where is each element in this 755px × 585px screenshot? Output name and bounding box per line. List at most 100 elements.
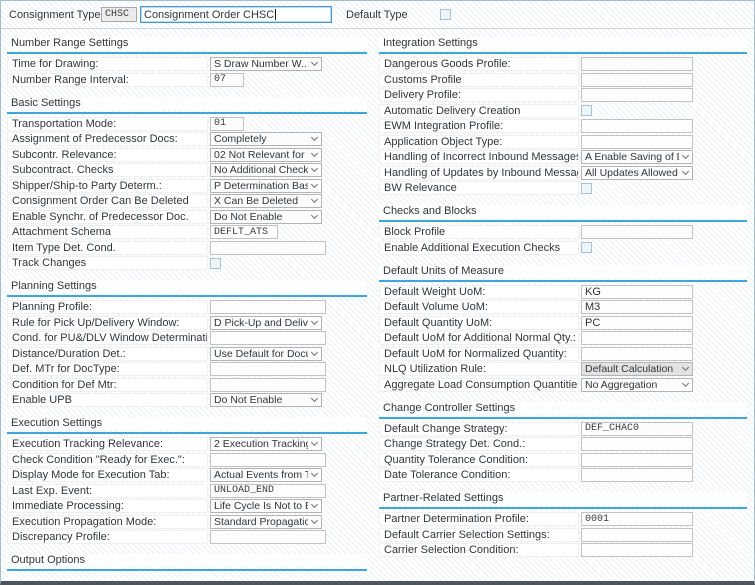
attachment-schema-input[interactable] [210, 225, 278, 239]
rule-for-pick-up-delivery-window-select[interactable]: D Pick-Up and Delivery E.. [210, 315, 322, 330]
block-profile-input[interactable] [581, 225, 693, 239]
execution-tracking-relevance-select[interactable]: 2 Execution Tracking [210, 437, 322, 451]
number-range-interval-input[interactable] [210, 72, 244, 87]
section-number-range-settings: Number Range Settings Time for Drawing: S … [7, 37, 367, 87]
ewm-integration-profile-input[interactable] [581, 119, 693, 133]
left-column: Number Range Settings Time for Drawing: S … [7, 37, 367, 581]
dangerous-goods-profile-label: Dangerous Goods Profile: [379, 57, 579, 71]
default-uom-for-additional-normal-qty-input[interactable] [581, 331, 693, 345]
consignment-order-can-be-deleted-selected-value: X Can Be Deleted [214, 195, 299, 207]
planning-settings-rule [7, 295, 367, 297]
default-change-strategy-input[interactable] [581, 421, 693, 436]
default-type-checkbox[interactable] [440, 9, 451, 20]
section-change-controller-settings: Change Controller Settings Default Change… [379, 401, 747, 482]
nlq-utilization-rule-label: NLQ Utilization Rule: [379, 362, 579, 376]
subcontr-relevance-select[interactable]: 02 Not Relevant for Sub.. [210, 147, 322, 162]
field-row: Delivery Profile: [379, 88, 747, 102]
rule-for-pick-up-delivery-window-label: Rule for Pick Up/Delivery Window: [7, 315, 208, 330]
immediate-processing-selected-value: Life Cycle Is Not to Be .. [214, 500, 308, 512]
field-row: Default Volume UoM: [379, 300, 747, 314]
change-strategy-det-cond-label: Change Strategy Det. Cond.: [379, 437, 579, 451]
partner-related-settings-title: Partner-Related Settings [379, 492, 747, 505]
track-changes-checkbox[interactable] [210, 257, 221, 269]
quantity-tolerance-condition-label: Quantity Tolerance Condition: [379, 452, 579, 467]
quantity-tolerance-condition-input[interactable] [581, 452, 693, 467]
application-object-type-label: Application Object Type: [379, 134, 579, 149]
default-carrier-selection-settings-input[interactable] [581, 527, 693, 542]
check-condition-ready-for-exec-label: Check Condition "Ready for Exec.": [7, 452, 208, 467]
enable-upb-select[interactable]: Do Not Enable [210, 393, 322, 407]
discrepancy-profile-input[interactable] [210, 530, 326, 544]
field-row: Enable Synchr. of Predecessor Doc. Do Not… [7, 209, 367, 224]
default-uom-for-normalized-quantity-input[interactable] [581, 346, 693, 361]
transportation-mode-input[interactable] [210, 116, 244, 131]
last-exp-event-input[interactable] [210, 483, 326, 498]
last-exp-event-label: Last Exp. Event: [7, 483, 208, 498]
chevron-down-icon [310, 438, 319, 447]
consignment-type-description-input[interactable]: Consignment Order CHSC [140, 6, 332, 23]
chevron-down-icon [310, 348, 319, 356]
delivery-profile-input[interactable] [581, 88, 693, 102]
field-row: Subcontr. Relevance: 02 Not Relevant for … [7, 147, 367, 162]
aggregate-load-consumption-quantities-select[interactable]: No Aggregation [581, 377, 693, 392]
automatic-delivery-creation-checkbox[interactable] [581, 105, 592, 116]
handling-of-incorrect-inbound-messages-select[interactable]: A Enable Saving of Docu.. [581, 150, 693, 164]
attachment-schema-label: Attachment Schema [7, 225, 208, 239]
default-volume-uom-label: Default Volume UoM: [379, 300, 579, 314]
field-row: Partner Determination Profile: [379, 512, 747, 526]
item-type-det-cond-input[interactable] [210, 240, 326, 255]
display-mode-for-execution-tab-select[interactable]: Actual Events from TM .. [210, 468, 322, 482]
field-row: Default Carrier Selection Settings: [379, 527, 747, 542]
time-for-drawing-selected-value: S Draw Number W.. [214, 58, 307, 70]
default-weight-uom-input[interactable] [581, 284, 693, 299]
execution-propagation-mode-label: Execution Propagation Mode: [7, 514, 208, 529]
consignment-order-can-be-deleted-select[interactable]: X Can Be Deleted [210, 194, 322, 208]
consignment-type-key-field[interactable]: CHSC [101, 7, 137, 22]
subcontract-checks-select[interactable]: No Additional Checks [210, 163, 322, 177]
right-column: Integration Settings Dangerous Goods Prof… [379, 37, 747, 581]
field-row: Rule for Pick Up/Delivery Window: D Pick-… [7, 315, 367, 330]
subcontr-relevance-selected-value: 02 Not Relevant for Sub.. [214, 148, 308, 161]
date-tolerance-condition-input[interactable] [581, 468, 693, 482]
chevron-down-icon [310, 58, 319, 67]
condition-for-def-mtr-input[interactable] [210, 377, 326, 392]
default-quantity-uom-input[interactable] [581, 315, 693, 330]
immediate-processing-label: Immediate Processing: [7, 499, 208, 513]
enable-synchr-of-predecessor-doc-label: Enable Synchr. of Predecessor Doc. [7, 209, 208, 224]
field-row: Application Object Type: [379, 134, 747, 149]
field-row: Automatic Delivery Creation [379, 103, 747, 118]
dangerous-goods-profile-input[interactable] [581, 57, 693, 71]
enable-additional-execution-checks-checkbox[interactable] [581, 242, 592, 253]
default-volume-uom-input[interactable] [581, 300, 693, 314]
immediate-processing-select[interactable]: Life Cycle Is Not to Be .. [210, 499, 322, 513]
section-execution-settings: Execution Settings Execution Tracking Rel… [7, 417, 367, 544]
section-output-options: Output Options [7, 554, 367, 571]
distance-duration-det-select[interactable]: Use Default for Docum.. [210, 346, 322, 361]
check-condition-ready-for-exec-input[interactable] [210, 452, 326, 467]
carrier-selection-condition-input[interactable] [581, 543, 693, 557]
def-mtr-for-doctype-input[interactable] [210, 362, 326, 376]
subcontract-checks-label: Subcontract. Checks [7, 163, 208, 177]
default-carrier-selection-settings-label: Default Carrier Selection Settings: [379, 527, 579, 542]
partner-determination-profile-input[interactable] [581, 512, 693, 526]
partner-determination-profile-label: Partner Determination Profile: [379, 512, 579, 526]
customs-profile-input[interactable] [581, 72, 693, 87]
time-for-drawing-select[interactable]: S Draw Number W.. [210, 57, 322, 71]
track-changes-label: Track Changes [7, 256, 208, 270]
cond-for-pu-dlv-window-determination-input[interactable] [210, 331, 326, 345]
field-row: BW Relevance [379, 181, 747, 195]
enable-synchr-of-predecessor-doc-select[interactable]: Do Not Enable [210, 209, 322, 224]
bw-relevance-checkbox[interactable] [581, 182, 592, 194]
assignment-of-predecessor-docs-select[interactable]: Completely [210, 132, 322, 146]
execution-propagation-mode-select[interactable]: Standard Propagation [210, 514, 322, 529]
nlq-utilization-rule-select[interactable]: Default Calculation [581, 362, 693, 376]
partner-related-settings-rule [379, 507, 747, 509]
change-strategy-det-cond-input[interactable] [581, 437, 693, 451]
chevron-down-icon [681, 363, 690, 372]
handling-of-updates-by-inbound-messages-select[interactable]: All Updates Allowed [581, 165, 693, 180]
application-object-type-input[interactable] [581, 134, 693, 149]
planning-profile-input[interactable] [210, 300, 326, 314]
field-row: Handling of Updates by Inbound Messages:… [379, 165, 747, 180]
shipper-ship-to-party-determ-select[interactable]: P Determination Based .. [210, 178, 322, 193]
